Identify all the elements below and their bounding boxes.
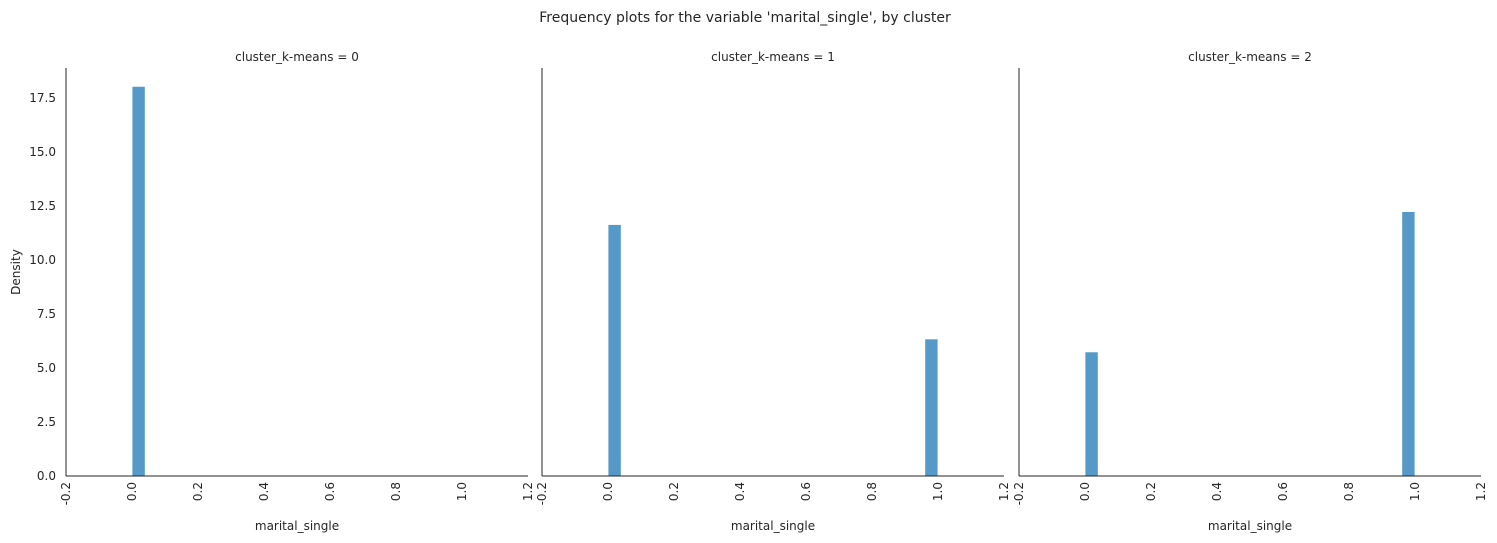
y-tick-label: 7.5 xyxy=(37,307,56,321)
x-tick-label: -0.2 xyxy=(1012,482,1026,505)
x-tick-label: 0.4 xyxy=(257,482,271,501)
x-tick-label: 0.2 xyxy=(191,482,205,501)
x-tick-label: -0.2 xyxy=(59,482,73,505)
x-tick-label: 0.0 xyxy=(1078,482,1092,501)
x-tick-label: 0.6 xyxy=(1276,482,1290,501)
x-tick-label: 1.0 xyxy=(1408,482,1422,501)
y-tick-label: 17.5 xyxy=(29,91,56,105)
y-tick-label: 10.0 xyxy=(29,253,56,267)
x-axis-label: marital_single xyxy=(255,519,339,533)
facet-panel-1: cluster_k-means = 1 -0.2 0.0 0.2 0.4 0.6 0.8 1.… xyxy=(535,50,1011,533)
x-tick-label: 0.6 xyxy=(799,482,813,501)
x-tick-label: 0.2 xyxy=(667,482,681,501)
x-tick-label: 0.0 xyxy=(601,482,615,501)
x-tick-label: 0.8 xyxy=(1342,482,1356,501)
x-tick-label: 0.8 xyxy=(389,482,403,501)
x-tick-label: 0.2 xyxy=(1144,482,1158,501)
x-tick-label: -0.2 xyxy=(535,482,549,505)
panel-title: cluster_k-means = 1 xyxy=(711,50,835,64)
y-tick-label: 15.0 xyxy=(29,145,56,159)
facet-panel-0: cluster_k-means = 0-0.2 0.0 0.2 0.4 0.6 0.8 1.… xyxy=(9,50,535,533)
figure-title: Frequency plots for the variable 'marita… xyxy=(539,10,951,26)
x-tick-label: 0.4 xyxy=(1210,482,1224,501)
x-axis-label: marital_single xyxy=(1208,519,1292,533)
x-tick-label: 1.0 xyxy=(931,482,945,501)
x-tick-label: 1.2 xyxy=(521,482,535,501)
y-tick-label: 12.5 xyxy=(29,199,56,213)
y-tick-label: 0.0 xyxy=(37,469,56,483)
panel-title: cluster_k-means = 0 xyxy=(235,50,359,64)
panels: cluster_k-means = 0-0.2 0.0 0.2 0.4 0.6 0.8 1.… xyxy=(9,50,1488,533)
x-tick-label: 0.4 xyxy=(733,482,747,501)
x-tick-label: 0.6 xyxy=(323,482,337,501)
x-tick-label: 0.0 xyxy=(125,482,139,501)
y-tick-label: 5.0 xyxy=(37,361,56,375)
x-axis-label: marital_single xyxy=(731,519,815,533)
x-tick-label: 1.2 xyxy=(1474,482,1488,501)
histogram-bar xyxy=(1084,351,1099,477)
histogram-bar xyxy=(607,224,622,477)
y-axis-label: Density xyxy=(9,249,23,295)
histogram-bar xyxy=(131,85,146,477)
histogram-bar xyxy=(1401,211,1416,477)
histogram-bar xyxy=(924,338,939,477)
x-tick-label: 0.8 xyxy=(865,482,879,501)
y-tick-label: 2.5 xyxy=(37,415,56,429)
x-tick-label: 1.0 xyxy=(455,482,469,501)
facet-panel-2: cluster_k-means = 2 -0.2 0.0 0.2 0.4 0.6 0.8 1.… xyxy=(1012,50,1488,533)
x-tick-label: 1.2 xyxy=(997,482,1011,501)
panel-title: cluster_k-means = 2 xyxy=(1188,50,1312,64)
